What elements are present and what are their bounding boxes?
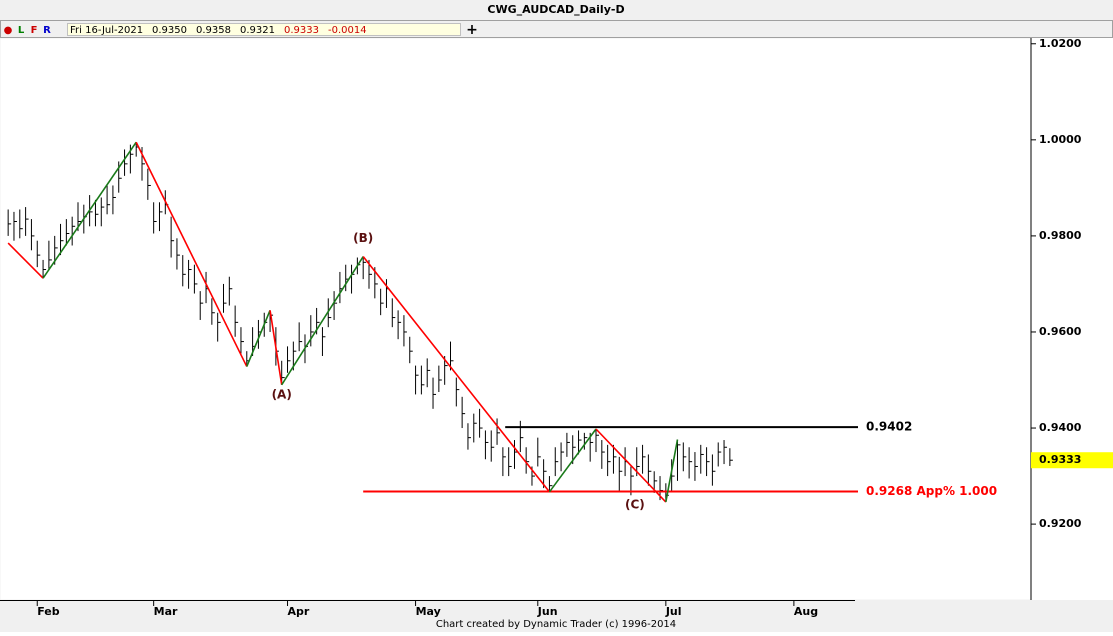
zigzag-segment — [7, 242, 44, 279]
price-axis-area — [1031, 38, 1113, 600]
plot-area — [0, 38, 1031, 600]
x-tick-label: Apr — [288, 605, 310, 618]
toolbar-toggle[interactable]: R — [43, 25, 51, 36]
toolbar-toggle[interactable]: L — [18, 25, 25, 36]
wave-label: (C) — [625, 498, 645, 512]
zigzag-segment — [362, 256, 551, 493]
level-label: 0.9402 — [866, 420, 912, 434]
y-tick-label: 0.9800 — [1039, 229, 1082, 242]
readout-box — [67, 23, 461, 36]
readout-value: 0.9358 — [196, 25, 231, 36]
x-tick-label: Aug — [794, 605, 818, 618]
y-tick-label: 0.9400 — [1039, 421, 1082, 434]
zigzag-segment — [246, 310, 271, 367]
toolbar-toggle[interactable]: ● — [4, 25, 13, 36]
add-button[interactable]: + — [466, 22, 478, 38]
level-label: 0.9268 App% 1.000 — [866, 484, 997, 498]
x-tick-label: Jul — [665, 605, 682, 618]
toolbar-toggle[interactable]: F — [31, 25, 38, 36]
x-tick-label: Mar — [154, 605, 178, 618]
readout-value: 0.9321 — [240, 25, 275, 36]
zigzag-segment — [665, 439, 679, 503]
x-tick-label: Feb — [37, 605, 60, 618]
wave-label: (A) — [272, 387, 292, 401]
readout-value: 0.9333 — [284, 25, 319, 36]
zigzag-segment — [135, 141, 248, 367]
last-price-box — [1031, 452, 1113, 469]
readout-value: Fri 16-Jul-2021 — [70, 25, 143, 36]
chart-title: CWG_AUDCAD_Daily-D — [487, 3, 624, 16]
zigzag-segment — [269, 310, 283, 385]
zigzag-segment — [42, 141, 137, 279]
y-tick-label: 0.9200 — [1039, 517, 1082, 530]
y-tick-label: 0.9600 — [1039, 325, 1082, 338]
readout-value: 0.9350 — [152, 25, 187, 36]
zigzag-segment — [548, 428, 597, 493]
y-tick-label: 1.0000 — [1039, 133, 1082, 146]
zigzag-segment — [595, 428, 667, 503]
y-tick-label: 1.0200 — [1039, 37, 1082, 50]
wave-label: (B) — [353, 231, 373, 245]
last-price-label: 0.9333 — [1039, 453, 1081, 466]
footer: Chart created by Dynamic Trader (c) 1996… — [436, 619, 676, 630]
x-tick-label: Jun — [537, 605, 558, 618]
zigzag-segment — [281, 256, 364, 386]
x-tick-label: May — [416, 605, 441, 618]
readout-value: -0.0014 — [328, 25, 367, 36]
